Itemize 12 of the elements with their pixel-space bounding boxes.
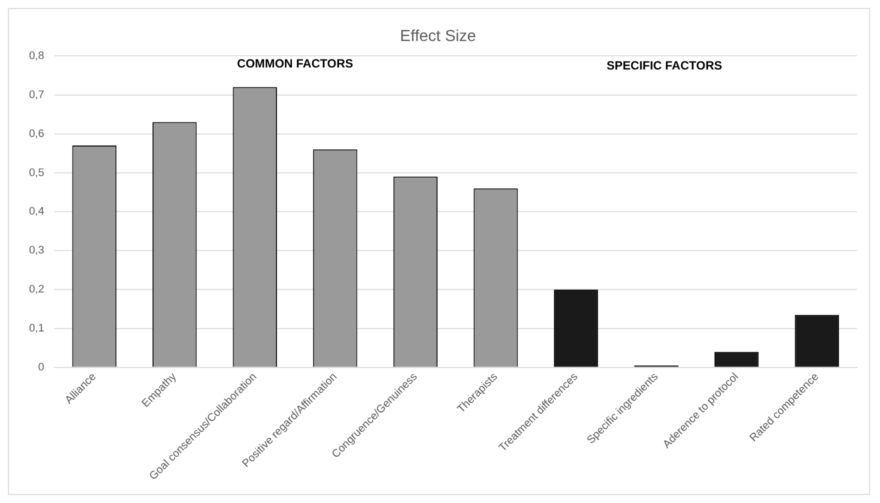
y-tick-label: 0,7 — [28, 88, 44, 101]
annotation: SPECIFIC FACTORS — [606, 58, 722, 72]
y-tick-label: 0,3 — [28, 244, 44, 257]
y-tick-label: 0,4 — [28, 206, 44, 218]
y-tick-label: 0,1 — [28, 322, 44, 335]
y-tick-label: 0,2 — [28, 284, 44, 296]
y-tick-label: 0,6 — [28, 128, 44, 140]
y-tick-label: 0 — [38, 361, 44, 374]
annotation: COMMON FACTORS — [236, 56, 354, 70]
y-tick-label: 0,5 — [28, 166, 44, 179]
y-tick-label: 0,8 — [28, 50, 44, 62]
chart-title: Effect Size — [400, 28, 476, 45]
